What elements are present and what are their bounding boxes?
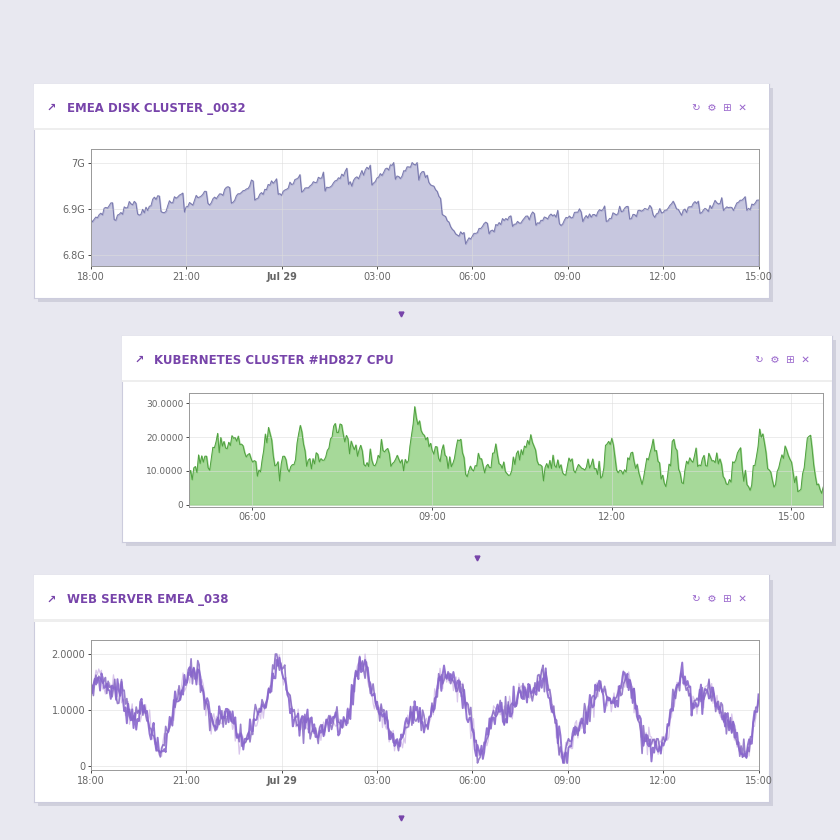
Text: EMEA DISK CLUSTER _0032: EMEA DISK CLUSTER _0032 [66, 102, 245, 114]
Text: ↗: ↗ [47, 103, 56, 113]
Text: ↗: ↗ [47, 595, 56, 605]
Text: ↗: ↗ [134, 355, 144, 365]
Text: WEB SERVER EMEA _038: WEB SERVER EMEA _038 [66, 593, 228, 606]
Text: ↻  ⚙  ⊞  ✕: ↻ ⚙ ⊞ ✕ [691, 103, 747, 113]
Text: ↻  ⚙  ⊞  ✕: ↻ ⚙ ⊞ ✕ [691, 595, 747, 605]
Text: KUBERNETES CLUSTER #HD827 CPU: KUBERNETES CLUSTER #HD827 CPU [154, 354, 393, 366]
Text: ↻  ⚙  ⊞  ✕: ↻ ⚙ ⊞ ✕ [755, 355, 811, 365]
